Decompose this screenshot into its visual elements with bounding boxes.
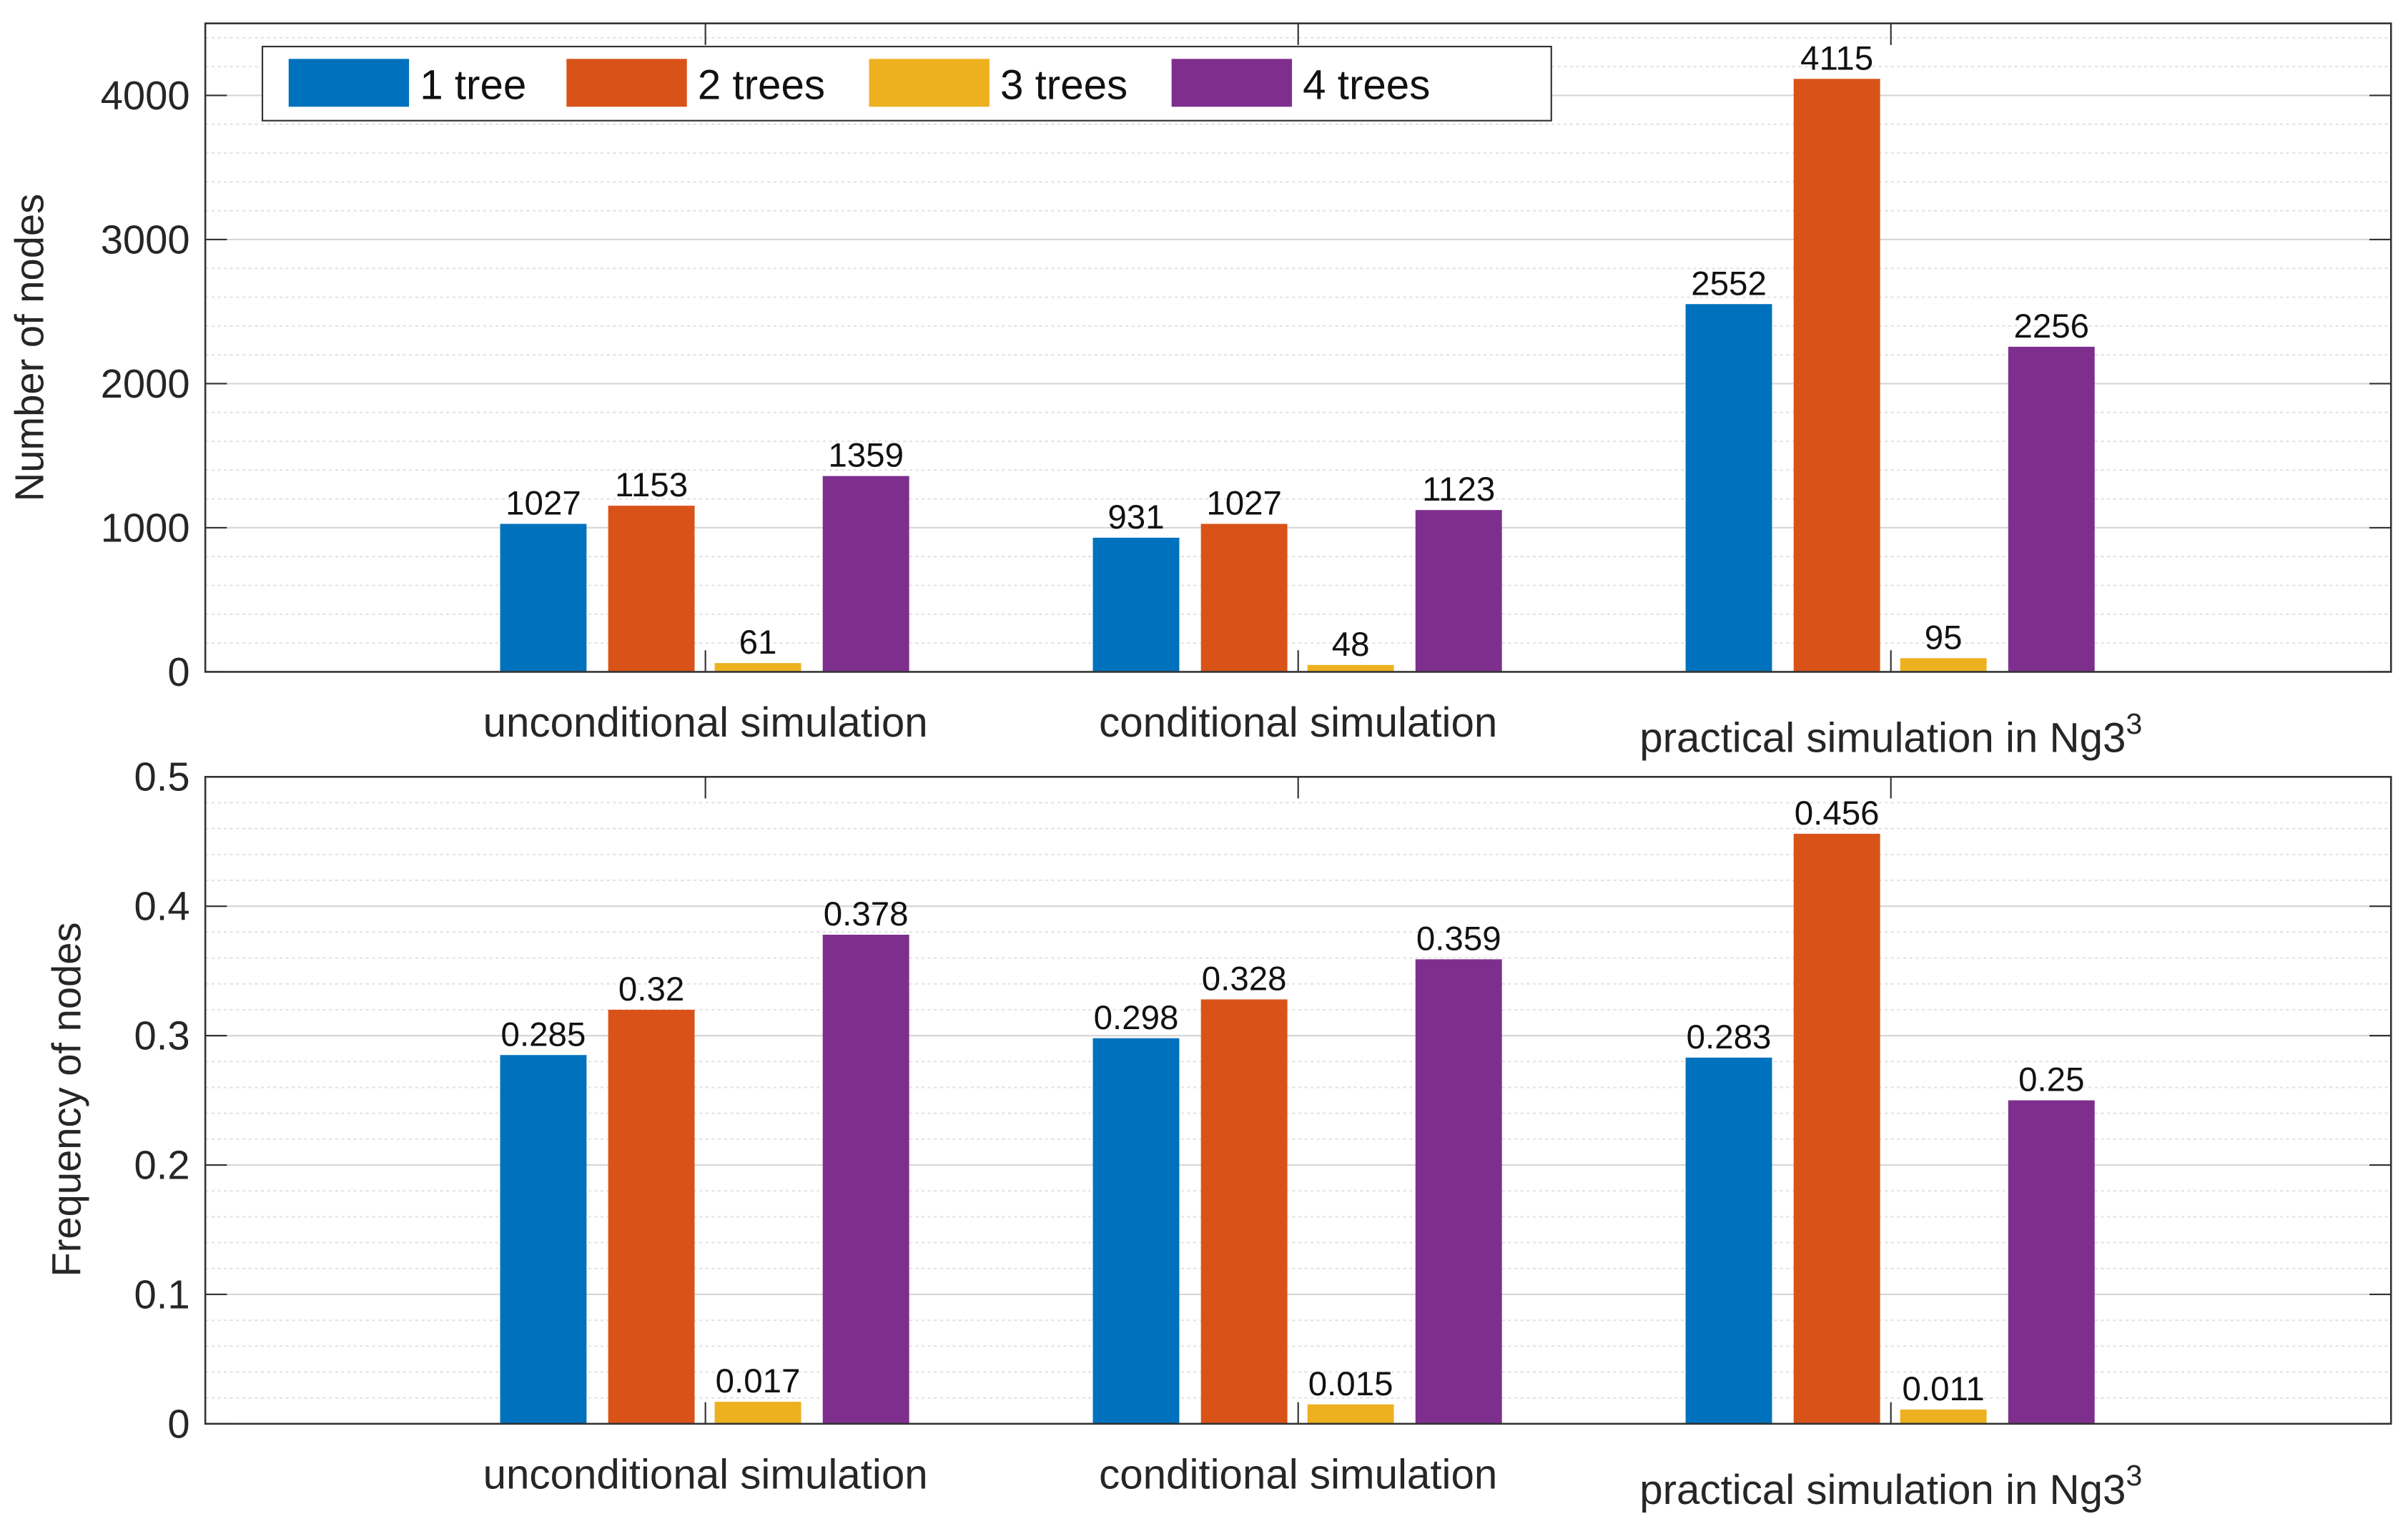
data-label: 0.283 bbox=[1687, 1018, 1772, 1056]
data-label: 0.32 bbox=[618, 970, 684, 1008]
y-tick-label: 0 bbox=[167, 649, 189, 694]
y-axis-label: Number of nodes bbox=[6, 194, 51, 502]
y-tick-label: 1000 bbox=[101, 505, 190, 550]
data-label: 1359 bbox=[828, 437, 904, 475]
subplot-1: 0 1000 2000 3000 4000 1027 931 2552 1153 1027 4115… bbox=[6, 22, 2392, 762]
data-label: 931 bbox=[1107, 498, 1164, 536]
legend: 1 tree 2 trees 3 trees 4 trees bbox=[261, 45, 1552, 122]
data-label: 95 bbox=[1925, 619, 1963, 657]
bar-2-trees bbox=[608, 506, 695, 672]
bar-4-trees bbox=[1415, 510, 1502, 672]
bar-1-tree bbox=[1685, 304, 1772, 672]
category-text: unconditional simulation bbox=[483, 699, 928, 746]
bar-3-trees bbox=[714, 663, 801, 672]
data-label: 0.25 bbox=[2018, 1061, 2084, 1099]
bar-3-trees bbox=[1900, 658, 1987, 672]
y-tick-label: 3000 bbox=[101, 217, 190, 262]
y-tick-label: 2000 bbox=[101, 361, 190, 406]
category-text: conditional simulation bbox=[1099, 699, 1497, 746]
data-label: 1123 bbox=[1422, 471, 1495, 508]
legend-label: 1 tree bbox=[420, 62, 526, 108]
bar-3-trees bbox=[714, 1402, 801, 1424]
data-label: 1027 bbox=[505, 485, 581, 523]
y-tick-label: 4000 bbox=[101, 73, 190, 118]
data-label: 2256 bbox=[2013, 308, 2089, 345]
legend-swatch bbox=[869, 59, 990, 107]
bar-1-tree bbox=[500, 1055, 587, 1424]
data-label: 0.017 bbox=[716, 1362, 801, 1400]
data-label: 0.015 bbox=[1308, 1365, 1393, 1403]
data-label: 0.011 bbox=[1902, 1370, 1984, 1408]
bar-2-trees bbox=[1200, 523, 1288, 672]
legend-swatch bbox=[1171, 59, 1293, 107]
x-category-label: conditional simulation bbox=[1099, 699, 1497, 746]
bar-2-trees bbox=[1200, 999, 1288, 1424]
bar-3-trees bbox=[1307, 664, 1394, 672]
axes-box bbox=[204, 22, 2392, 673]
legend-swatch bbox=[288, 59, 410, 107]
bar-4-trees bbox=[822, 476, 909, 672]
data-label: 4115 bbox=[1800, 39, 1873, 77]
bar-2-trees bbox=[1793, 79, 1880, 672]
bar-4-trees bbox=[822, 934, 909, 1424]
x-category-label: conditional simulation bbox=[1099, 1452, 1497, 1498]
bar-4-trees bbox=[2008, 346, 2095, 672]
data-label: 0.359 bbox=[1416, 920, 1501, 958]
bar-1-tree bbox=[1092, 1038, 1180, 1424]
data-label: 0.378 bbox=[824, 895, 909, 933]
axes-box bbox=[204, 775, 2392, 1425]
legend-swatch bbox=[566, 59, 687, 107]
x-category-label: practical simulation in Ng33 bbox=[1639, 1459, 2142, 1513]
data-label: 61 bbox=[739, 624, 777, 662]
data-label: 1153 bbox=[615, 466, 688, 504]
y-tick-label: 0.4 bbox=[134, 884, 190, 929]
data-label: 1027 bbox=[1206, 485, 1282, 523]
category-superscript: 3 bbox=[2126, 707, 2142, 740]
legend-label: 3 trees bbox=[1000, 62, 1127, 108]
subplot-2: 0 0.1 0.2 0.3 0.4 0.5 0.285 0.298 0.283 0.32 0.328… bbox=[44, 754, 2392, 1513]
y-tick-label: 0.2 bbox=[134, 1142, 190, 1187]
data-label: 0.298 bbox=[1094, 999, 1179, 1037]
category-text: conditional simulation bbox=[1099, 1452, 1497, 1498]
bar-3-trees bbox=[1307, 1404, 1394, 1424]
bar-3-trees bbox=[1900, 1409, 1987, 1424]
bar-2-trees bbox=[608, 1009, 695, 1424]
legend-label: 2 trees bbox=[698, 62, 825, 108]
y-tick-label: 0.5 bbox=[134, 754, 190, 800]
data-label: 2552 bbox=[1691, 265, 1767, 303]
category-superscript: 3 bbox=[2126, 1459, 2142, 1492]
bar-1-tree bbox=[1092, 537, 1180, 672]
legend-label: 4 trees bbox=[1303, 62, 1430, 108]
bar-1-tree bbox=[500, 523, 587, 672]
x-category-label: unconditional simulation bbox=[483, 1452, 928, 1498]
bar-4-trees bbox=[1415, 959, 1502, 1424]
x-category-label: practical simulation in Ng33 bbox=[1639, 707, 2142, 762]
category-text: practical simulation in Ng3 bbox=[1639, 715, 2126, 762]
y-tick-label: 0.1 bbox=[134, 1272, 190, 1317]
bar-1-tree bbox=[1685, 1057, 1772, 1424]
y-tick-label: 0.3 bbox=[134, 1013, 190, 1058]
data-label: 0.328 bbox=[1202, 960, 1287, 998]
data-label: 0.456 bbox=[1795, 795, 1880, 832]
category-text: unconditional simulation bbox=[483, 1452, 928, 1498]
x-category-label: unconditional simulation bbox=[483, 699, 928, 746]
category-text: practical simulation in Ng3 bbox=[1639, 1467, 2126, 1513]
data-label: 0.285 bbox=[501, 1016, 586, 1053]
data-label: 48 bbox=[1332, 626, 1370, 664]
bar-4-trees bbox=[2008, 1100, 2095, 1424]
bar-2-trees bbox=[1793, 833, 1880, 1424]
y-axis-label: Frequency of nodes bbox=[44, 922, 89, 1277]
y-tick-label: 0 bbox=[167, 1401, 189, 1446]
